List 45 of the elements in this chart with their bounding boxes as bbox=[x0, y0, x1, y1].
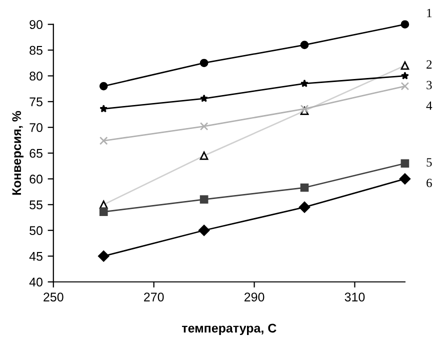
y-tick-label: 55 bbox=[30, 200, 42, 210]
x-tick-label: 270 bbox=[144, 292, 164, 302]
point bbox=[300, 183, 309, 192]
series-label: 2 bbox=[426, 60, 432, 69]
point bbox=[399, 173, 411, 184]
series-label: 5 bbox=[426, 158, 432, 167]
y-axis-title: Конверсия, % bbox=[12, 110, 24, 195]
point bbox=[300, 40, 309, 50]
point bbox=[99, 82, 108, 90]
series-label: 4 bbox=[426, 102, 432, 110]
point bbox=[200, 195, 208, 204]
point bbox=[99, 208, 108, 216]
y-tick-label: 90 bbox=[30, 20, 42, 30]
point bbox=[400, 159, 410, 168]
point bbox=[200, 94, 208, 102]
x-tick-label: 250 bbox=[44, 292, 64, 302]
point bbox=[200, 152, 208, 160]
series-label: 6 bbox=[426, 178, 432, 188]
series-label: 3 bbox=[426, 80, 432, 90]
y-tick-label: 60 bbox=[30, 174, 42, 184]
y-tick-label: 75 bbox=[30, 98, 42, 106]
point bbox=[98, 250, 110, 262]
point bbox=[99, 136, 108, 145]
x-tick-label: 290 bbox=[244, 292, 264, 302]
x-axis-title: температура, С bbox=[182, 324, 276, 336]
point bbox=[400, 20, 410, 29]
point bbox=[300, 104, 309, 113]
y-tick-label: 40 bbox=[29, 278, 42, 287]
series-label: 1 bbox=[427, 8, 432, 18]
point bbox=[100, 104, 108, 112]
y-tick-label: 85 bbox=[30, 46, 42, 55]
y-tick-label: 45 bbox=[29, 252, 42, 261]
point bbox=[198, 224, 210, 236]
point bbox=[200, 122, 208, 131]
y-tick-label: 70 bbox=[30, 123, 42, 132]
point bbox=[400, 61, 410, 70]
point bbox=[200, 58, 208, 68]
point bbox=[400, 82, 410, 90]
point bbox=[400, 72, 409, 80]
point bbox=[298, 202, 310, 213]
point bbox=[300, 79, 309, 88]
y-tick-label: 65 bbox=[30, 148, 42, 158]
x-tick-label: 310 bbox=[344, 292, 365, 302]
y-tick-label: 80 bbox=[30, 72, 42, 81]
y-tick-label: 50 bbox=[30, 226, 42, 236]
